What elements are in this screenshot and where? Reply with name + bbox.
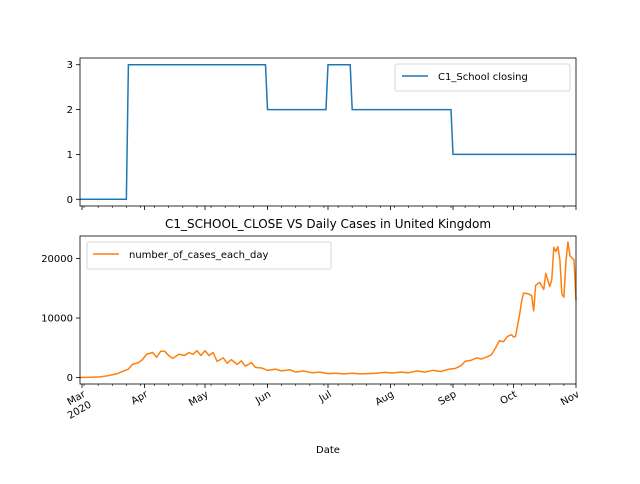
bottom-series-line	[79, 241, 577, 379]
bottom-yticks-label-1: 10000	[41, 314, 73, 325]
chart-title: C1_SCHOOL_CLOSE VS Daily Cases in United…	[165, 217, 491, 231]
top-yticks-label-0: 0	[67, 195, 73, 206]
top-yticks-label-3: 3	[67, 60, 73, 71]
top-legend: C1_School closing	[394, 63, 571, 92]
top-legend-label: C1_School closing	[438, 72, 528, 83]
bottom-y-ticks: 0 10000 20000	[41, 254, 80, 384]
top-series-line	[80, 63, 576, 201]
x-axis-label: Date	[316, 445, 340, 456]
bottom-legend-box	[86, 241, 332, 270]
top-panel: 0 1 2 3 C1_School closing	[67, 57, 577, 210]
top-x-ticks	[81, 206, 577, 210]
top-yticks-label-2: 2	[67, 105, 73, 116]
top-y-ticks: 0 1 2 3	[67, 60, 80, 206]
bottom-legend: number_of_cases_each_day	[86, 241, 332, 270]
bottom-yticks-label-0: 0	[67, 373, 73, 384]
bottom-yticks-label-2: 20000	[41, 254, 73, 265]
top-yticks-label-1: 1	[67, 150, 73, 161]
bottom-legend-label: number_of_cases_each_day	[129, 250, 268, 261]
top-legend-box	[394, 63, 571, 92]
